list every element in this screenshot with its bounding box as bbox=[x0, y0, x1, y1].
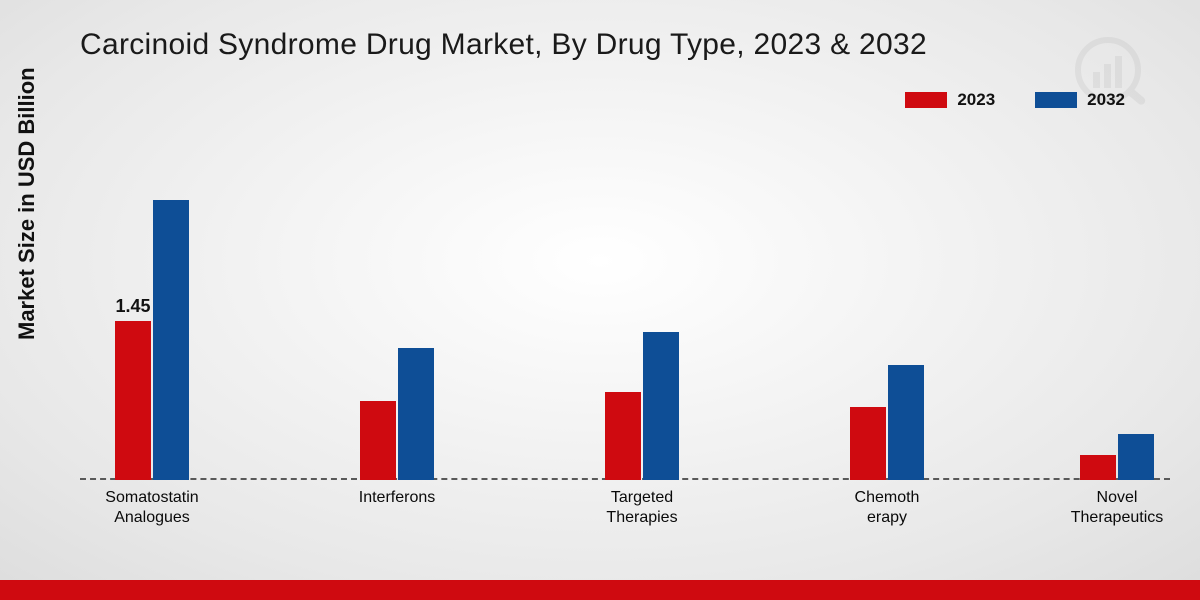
x-axis-category-label: Somatostatin Analogues bbox=[62, 480, 242, 528]
legend-item: 2023 bbox=[905, 90, 995, 110]
legend: 2023 2032 bbox=[905, 90, 1125, 110]
legend-swatch bbox=[1035, 92, 1077, 108]
x-axis-category-label: Targeted Therapies bbox=[552, 480, 732, 528]
bar bbox=[605, 392, 641, 480]
plot-area: Somatostatin Analogues Interferons Targete… bbox=[80, 150, 1170, 480]
x-axis-category-label: Novel Therapeutics bbox=[1027, 480, 1200, 528]
legend-item: 2032 bbox=[1035, 90, 1125, 110]
y-axis-label: Market Size in USD Billion bbox=[14, 67, 40, 340]
bar-group: Targeted Therapies bbox=[605, 332, 679, 481]
legend-label: 2023 bbox=[957, 90, 995, 110]
bar-group: Chemoth erapy bbox=[850, 365, 924, 481]
bottom-accent-bar bbox=[0, 580, 1200, 600]
x-axis-category-label: Chemoth erapy bbox=[797, 480, 977, 528]
bar-data-label: 1.45 bbox=[103, 296, 163, 317]
legend-swatch bbox=[905, 92, 947, 108]
bar-group: Somatostatin Analogues bbox=[115, 200, 189, 481]
bar bbox=[1118, 434, 1154, 480]
bar bbox=[153, 200, 189, 481]
x-axis-category-label: Interferons bbox=[307, 480, 487, 508]
bar bbox=[850, 407, 886, 480]
bar bbox=[398, 348, 434, 480]
chart-title: Carcinoid Syndrome Drug Market, By Drug … bbox=[80, 28, 927, 62]
bar bbox=[1080, 455, 1116, 480]
bar-group: Interferons bbox=[360, 348, 434, 480]
bar-group: Novel Therapeutics bbox=[1080, 434, 1154, 480]
bar bbox=[888, 365, 924, 481]
legend-label: 2032 bbox=[1087, 90, 1125, 110]
bar bbox=[360, 401, 396, 480]
bar bbox=[643, 332, 679, 481]
bar bbox=[115, 321, 151, 481]
